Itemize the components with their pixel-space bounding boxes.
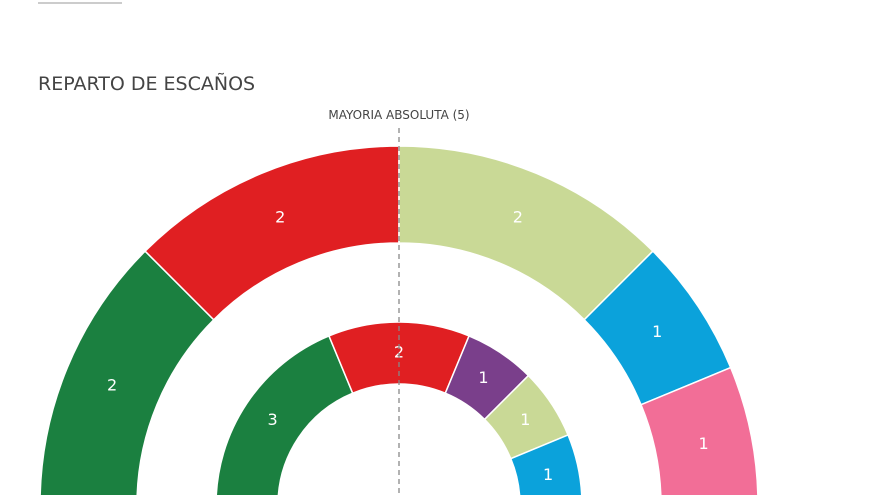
seat-label: 1 bbox=[698, 434, 708, 453]
seat-label: 1 bbox=[652, 322, 662, 341]
seat-segment bbox=[509, 433, 583, 495]
seat-segment bbox=[215, 334, 354, 495]
seat-label: 3 bbox=[268, 410, 278, 429]
seat-label: 1 bbox=[543, 465, 553, 484]
seat-label: 2 bbox=[275, 208, 285, 227]
chart-title: REPARTO DE ESCAÑOS bbox=[38, 72, 255, 95]
seat-segment bbox=[640, 366, 759, 495]
seat-label: 1 bbox=[520, 410, 530, 429]
seat-label: 2 bbox=[394, 343, 404, 362]
seat-label: 2 bbox=[513, 208, 523, 227]
majority-label: MAYORIA ABSOLUTA (5) bbox=[328, 108, 469, 122]
seat-label: 1 bbox=[478, 368, 488, 387]
seat-label: 2 bbox=[107, 376, 117, 395]
